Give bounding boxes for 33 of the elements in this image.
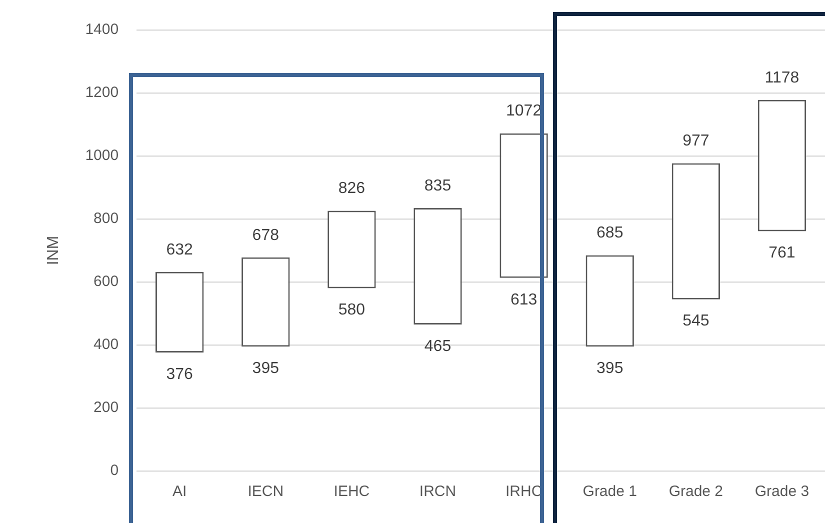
- annotation: 678: [252, 226, 280, 244]
- annotation: 977: [682, 132, 710, 150]
- annotation: 761: [768, 244, 796, 262]
- annotation: 465: [424, 338, 452, 355]
- x-tick-label: IRHC: [505, 483, 542, 500]
- annotation: 835: [424, 177, 452, 194]
- annotation: 376: [166, 366, 194, 383]
- x-tick-label: IRCN: [419, 483, 456, 500]
- y-tick-label: 400: [94, 336, 119, 354]
- y-tick-label: 1200: [85, 84, 119, 102]
- annotation: 1178: [764, 69, 800, 86]
- x-tick-label: IECN: [248, 483, 284, 500]
- x-tick-label: Grade 2: [668, 483, 724, 500]
- y-tick-label: 0: [110, 462, 119, 480]
- annotation: 545: [682, 312, 710, 330]
- y-tick-label: 200: [94, 399, 119, 416]
- x-tick-label: Grade 3: [754, 483, 810, 500]
- y-axis-title: INM: [45, 236, 62, 266]
- x-tick-label: Grade 1: [582, 483, 637, 500]
- annotation: 685: [596, 224, 624, 242]
- y-tick-label: 800: [94, 210, 119, 228]
- y-tick-label: 1400: [85, 21, 119, 38]
- x-tick-label: IEHC: [334, 483, 370, 500]
- annotation: 826: [338, 180, 366, 198]
- annotation: 580: [338, 302, 366, 319]
- annotation: 632: [166, 241, 194, 258]
- annotation: 1072: [506, 102, 542, 120]
- annotation: 613: [510, 291, 538, 308]
- y-tick-label: 1000: [85, 147, 119, 164]
- x-tick-label: AI: [172, 483, 187, 500]
- y-tick-label: 600: [94, 273, 119, 290]
- annotation: 395: [596, 360, 624, 377]
- annotation: 395: [252, 360, 280, 377]
